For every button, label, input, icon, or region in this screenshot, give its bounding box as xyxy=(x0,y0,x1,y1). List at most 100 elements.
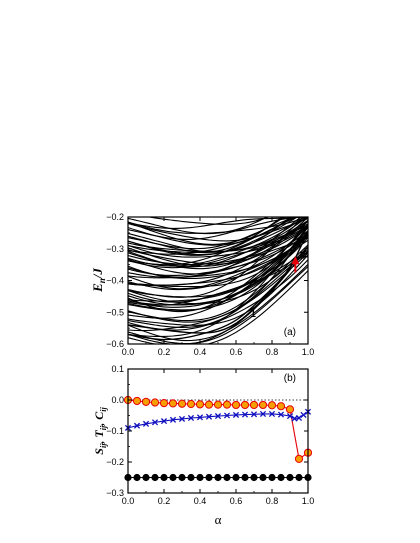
energy-level-curve xyxy=(146,217,270,225)
a-ytick-label: −0.3 xyxy=(106,244,124,254)
data-point-s xyxy=(240,400,250,410)
ylabel-sep-2: , xyxy=(92,420,106,427)
a-xtick-label: 0.8 xyxy=(266,347,279,357)
a-xtick-label: 0.4 xyxy=(194,347,207,357)
data-point-c xyxy=(133,473,141,482)
energy-level-curve xyxy=(128,217,286,245)
data-point-s xyxy=(132,396,142,406)
panel-a-ylabel: En/J xyxy=(90,268,107,293)
data-point-t xyxy=(214,413,222,420)
data-point-s xyxy=(168,399,178,408)
a-xtick-label: 0.2 xyxy=(158,347,171,357)
data-point-c xyxy=(214,473,222,482)
energy-level-curve xyxy=(128,250,308,306)
a-ytick-label: −0.5 xyxy=(106,307,124,317)
b-xtick-label: 1.0 xyxy=(302,496,315,506)
energy-level-curve xyxy=(128,270,308,344)
panel-a-ylabel-main: E xyxy=(90,283,105,293)
data-point-t xyxy=(196,414,204,421)
energy-level-curve xyxy=(128,217,294,242)
b-ytick-label: −0.2 xyxy=(106,457,124,467)
a-ytick-label: −0.4 xyxy=(106,276,124,286)
energy-level-curve xyxy=(128,266,308,344)
data-point-t xyxy=(160,418,168,425)
data-point-t xyxy=(241,411,249,418)
data-point-s xyxy=(150,398,160,407)
panel-b-label: (b) xyxy=(284,373,296,384)
series-cross-blue xyxy=(124,408,312,431)
a-ytick-label: −0.2 xyxy=(106,212,124,222)
data-point-c xyxy=(142,473,150,482)
panel-b: 0.0 0.2 0.4 0.6 0.8 1.0 −0.3 −0.2 −0.1 0.0 0.1 (b)… xyxy=(92,364,314,527)
arrow-head xyxy=(291,256,300,265)
a-xtick-label: 1.0 xyxy=(302,347,315,357)
data-point-c xyxy=(196,473,204,482)
data-point-t xyxy=(151,419,159,426)
data-point-t xyxy=(142,420,150,427)
ylabel-c-sub: ij xyxy=(99,407,108,412)
energy-level-curve xyxy=(128,225,308,268)
series-circle-black xyxy=(124,473,312,482)
ylabel-s: S xyxy=(92,448,106,455)
data-point-c xyxy=(160,473,168,482)
data-point-t xyxy=(250,411,258,418)
b-xtick-label: 0.4 xyxy=(194,496,207,506)
energy-level-curve xyxy=(128,225,308,313)
b-xtick-label: 0.8 xyxy=(266,496,279,506)
data-point-c xyxy=(277,473,285,482)
data-point-s xyxy=(177,399,187,408)
data-point-s xyxy=(186,399,196,409)
data-point-s xyxy=(195,400,205,409)
energy-level-curve xyxy=(128,225,308,306)
data-point-t xyxy=(295,414,303,422)
data-point-c xyxy=(250,473,258,482)
energy-level-curve xyxy=(128,225,308,258)
energy-level-curve xyxy=(128,217,304,267)
b-ytick-label: 0.0 xyxy=(111,395,124,405)
energy-level-curve xyxy=(128,254,308,326)
data-point-s xyxy=(231,400,241,410)
data-point-c xyxy=(187,473,195,482)
panel-a-ylabel-tail: /J xyxy=(90,268,105,280)
energy-level-curve xyxy=(128,217,304,240)
energy-level-curve xyxy=(128,217,269,235)
energy-level-curve xyxy=(128,230,308,278)
ylabel-sep-1: , xyxy=(92,438,106,445)
data-point-s xyxy=(213,400,223,409)
energy-level-curve xyxy=(128,235,308,279)
data-point-s xyxy=(204,400,214,409)
b-ytick-label: −0.1 xyxy=(106,426,124,436)
panel-b-xlabel: α xyxy=(215,512,222,527)
data-point-s xyxy=(159,399,169,408)
energy-level-lowest xyxy=(128,231,308,341)
data-point-t xyxy=(133,422,141,429)
panel-b-ylabel: Sij, Tij, Cij xyxy=(92,407,108,455)
energy-level-curve xyxy=(128,217,299,256)
b-xtick-label: 0.0 xyxy=(122,496,135,506)
b-xtick-label: 0.2 xyxy=(158,496,171,506)
data-point-c xyxy=(223,473,231,482)
panel-a-label: (a) xyxy=(284,327,296,338)
energy-level-curve xyxy=(128,217,308,265)
data-point-s xyxy=(249,400,259,410)
data-point-t xyxy=(232,411,240,418)
ylabel-t-sub: ij xyxy=(99,425,108,430)
data-point-t xyxy=(286,413,294,420)
a-xtick-label: 0.6 xyxy=(230,347,243,357)
data-point-c xyxy=(151,473,159,482)
energy-level-second xyxy=(128,255,308,334)
data-point-t xyxy=(300,411,307,418)
a-xtick-label: 0.0 xyxy=(122,347,135,357)
panel-a-ylabel-sub: n xyxy=(97,278,107,283)
energy-level-curve xyxy=(128,221,308,286)
energy-level-curve xyxy=(128,217,302,275)
ylabel-s-sub: ij xyxy=(99,443,108,448)
data-point-c xyxy=(241,473,249,482)
data-point-c xyxy=(178,473,186,482)
data-point-c xyxy=(169,473,177,482)
ylabel-c: C xyxy=(92,411,106,420)
data-point-c xyxy=(232,473,240,482)
data-point-s xyxy=(222,400,232,409)
correlation-series xyxy=(123,395,313,482)
